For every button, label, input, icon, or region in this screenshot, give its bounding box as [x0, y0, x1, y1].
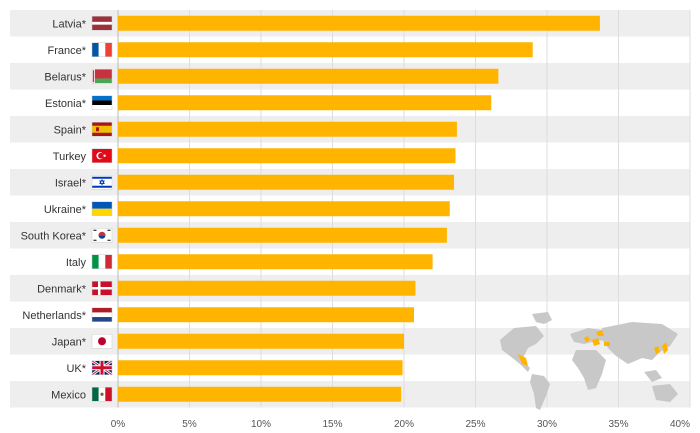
bar-mexico: [118, 386, 402, 402]
category-labels: Latvia* France* Belarus* Estonia* Spain* Turk…: [21, 18, 87, 401]
south-korea-flag-icon: [91, 228, 113, 243]
belarus-flag-icon: [91, 69, 113, 84]
category-label-estonia: Estonia*: [45, 98, 87, 110]
france-flag-icon: [91, 42, 113, 57]
x-tick-label: 10%: [251, 419, 271, 430]
x-tick-label: 35%: [608, 419, 628, 430]
world-map-icon: [500, 312, 678, 410]
flag-icons: [91, 16, 113, 402]
ukraine-flag-icon: [91, 201, 113, 216]
category-label-japan: Japan*: [52, 336, 87, 348]
israel-flag-icon: [91, 175, 113, 190]
japan-flag-icon: [91, 334, 113, 349]
category-label-spain: Spain*: [54, 124, 87, 136]
bar-uk: [118, 360, 403, 376]
bar-turkey: [118, 148, 456, 164]
bar-israel: [118, 174, 455, 190]
category-label-latvia: Latvia*: [52, 18, 86, 30]
bar-japan: [118, 333, 404, 349]
category-label-uk: UK*: [66, 363, 86, 375]
bar-south-korea: [118, 227, 447, 243]
uk-flag-icon: [91, 359, 113, 376]
bar-italy: [118, 254, 433, 270]
x-tick-label: 25%: [465, 419, 485, 430]
italy-flag-icon: [91, 254, 113, 269]
category-label-israel: Israel*: [55, 177, 87, 189]
category-label-italy: Italy: [66, 257, 87, 269]
bars: [118, 15, 600, 402]
category-label-mexico: Mexico: [51, 389, 86, 401]
category-label-ukraine: Ukraine*: [44, 204, 87, 216]
turkey-flag-icon: [91, 148, 113, 163]
spain-flag-icon: [91, 122, 113, 137]
x-tick-label: 40%: [670, 419, 690, 430]
mexico-flag-icon: [91, 387, 113, 402]
x-tick-label: 0%: [111, 419, 126, 430]
bar-belarus: [118, 68, 499, 84]
bar-denmark: [118, 280, 416, 296]
denmark-flag-icon: [91, 281, 113, 296]
x-tick-label: 15%: [322, 419, 342, 430]
category-label-denmark: Denmark*: [37, 283, 87, 295]
bar-latvia: [118, 15, 600, 31]
netherlands-flag-icon: [91, 307, 113, 322]
bar-france: [118, 42, 533, 58]
x-tick-label: 5%: [182, 419, 197, 430]
x-tick-label: 20%: [394, 419, 414, 430]
bar-spain: [118, 121, 457, 137]
bar-netherlands: [118, 307, 415, 323]
x-tick-label: 30%: [537, 419, 557, 430]
estonia-flag-icon: [91, 95, 113, 110]
category-label-france: France*: [47, 45, 86, 57]
x-axis-ticks: 0% 5% 10% 15% 20% 25% 30% 35% 40%: [111, 419, 690, 430]
category-label-belarus: Belarus*: [44, 71, 86, 83]
category-label-turkey: Turkey: [53, 151, 87, 163]
bar-ukraine: [118, 201, 450, 217]
bar-estonia: [118, 95, 492, 111]
category-label-south-korea: South Korea*: [21, 230, 87, 242]
category-label-netherlands: Netherlands*: [22, 310, 86, 322]
latvia-flag-icon: [91, 16, 113, 31]
